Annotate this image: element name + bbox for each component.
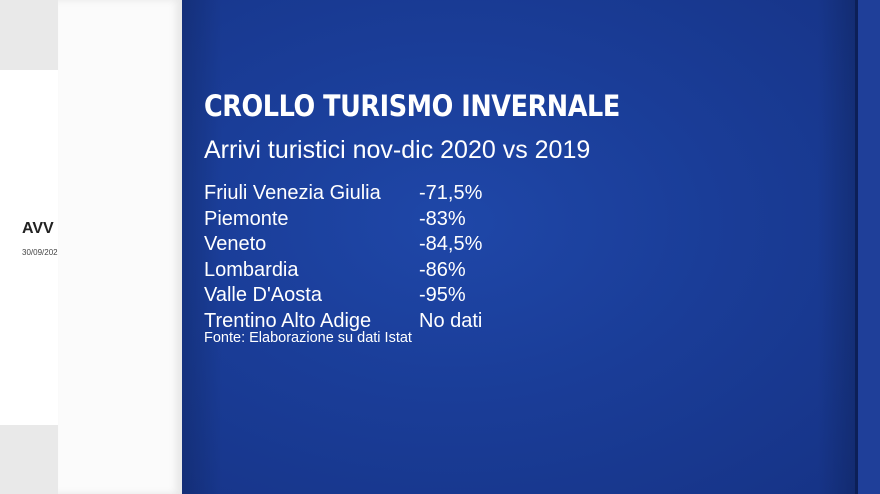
- region-name: Trentino Alto Adige: [204, 309, 372, 332]
- data-row: Friuli Venezia Giulia -71,5%: [204, 182, 564, 208]
- region-name: Valle D'Aosta: [204, 284, 322, 306]
- region-name: Friuli Venezia Giulia: [204, 182, 381, 204]
- background-document: AVV 30/09/202: [0, 70, 59, 425]
- panel-edge: [855, 0, 858, 494]
- region-name: Piemonte: [204, 207, 289, 230]
- info-panel: CROLLO TURISMO INVERNALE Arrivi turistic…: [182, 0, 858, 494]
- panel-subtitle: Arrivi turistici nov-dic 2020 vs 2019: [204, 136, 591, 164]
- panel-title: CROLLO TURISMO INVERNALE: [204, 89, 620, 123]
- data-row: Lombardia -86%: [204, 259, 564, 285]
- data-row: Trentino Alto Adige No dati: [204, 310, 564, 336]
- region-name: Veneto: [204, 233, 267, 255]
- region-value: -95%: [419, 284, 466, 306]
- region-value: -71,5%: [419, 182, 483, 204]
- region-name: Lombardia: [204, 258, 299, 281]
- data-row: Veneto -84,5%: [204, 233, 564, 259]
- region-value: -86%: [419, 258, 466, 281]
- data-row: Piemonte -83%: [204, 208, 564, 234]
- background-document-title: AVV: [22, 220, 54, 237]
- region-value: -84,5%: [419, 233, 483, 255]
- background-frame: [58, 0, 182, 494]
- right-strip: [858, 0, 880, 494]
- data-row: Valle D'Aosta -95%: [204, 284, 564, 310]
- data-list: Friuli Venezia Giulia -71,5% Piemonte -8…: [204, 182, 564, 335]
- region-value: No dati: [419, 309, 483, 332]
- source-note: Fonte: Elaborazione su dati Istat: [204, 330, 412, 346]
- panel-shade: [182, 0, 858, 494]
- region-value: -83%: [419, 207, 466, 230]
- background-document-date: 30/09/202: [22, 248, 58, 257]
